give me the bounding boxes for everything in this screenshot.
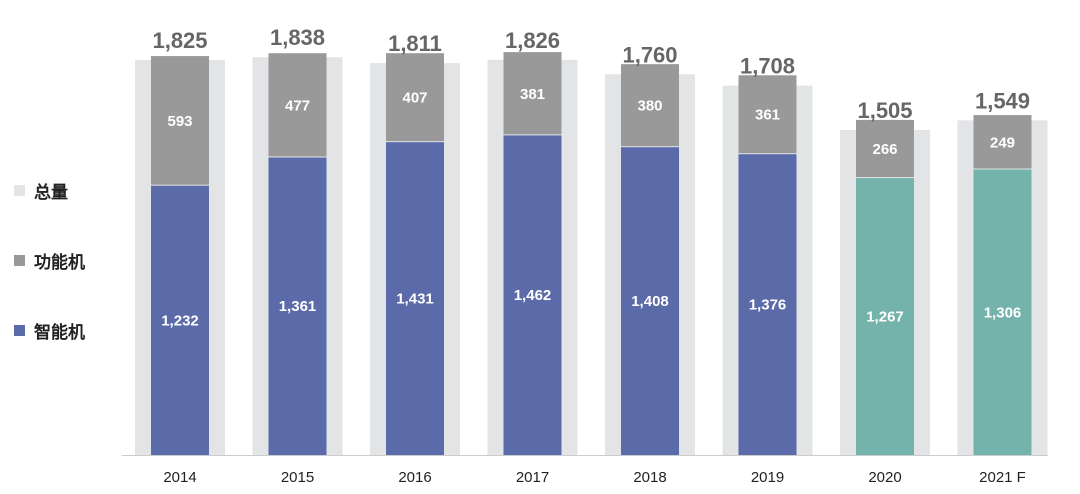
bar-feature-phone xyxy=(386,53,444,142)
legend-item-total: 总量 xyxy=(14,178,68,203)
bar-feature-phone xyxy=(268,53,327,157)
bar-smartphone xyxy=(621,147,679,456)
feature-phone-value-label: 477 xyxy=(285,97,310,114)
x-tick-label: 2018 xyxy=(633,469,666,486)
legend-swatch-smartphone xyxy=(14,325,25,336)
legend-label-smartphone: 智能机 xyxy=(34,323,85,343)
feature-phone-value-label: 381 xyxy=(520,86,545,103)
total-value-label: 1,825 xyxy=(152,28,207,53)
x-tick-label: 2021 F xyxy=(979,469,1026,486)
bar-smartphone xyxy=(973,169,1032,455)
x-tick-label: 2015 xyxy=(281,469,314,486)
legend-item-feature-phone: 功能机 xyxy=(14,248,85,273)
bar-smartphone xyxy=(151,185,209,455)
x-tick-label: 2017 xyxy=(516,469,549,486)
x-tick-label: 2020 xyxy=(868,469,901,486)
feature-phone-value-label: 407 xyxy=(402,90,427,107)
smartphone-value-label: 1,267 xyxy=(866,309,904,326)
legend-swatch-total xyxy=(14,185,25,196)
total-value-label: 1,708 xyxy=(740,54,795,79)
smartphone-value-label: 1,361 xyxy=(279,298,317,315)
bar-feature-phone xyxy=(503,52,562,135)
smartphone-value-label: 1,462 xyxy=(514,287,552,304)
legend-label-feature-phone: 功能机 xyxy=(34,253,85,273)
legend-swatch-feature-phone xyxy=(14,255,25,266)
feature-phone-value-label: 266 xyxy=(872,141,897,158)
total-value-label: 1,505 xyxy=(857,98,912,123)
bar-smartphone xyxy=(268,157,327,455)
total-value-label: 1,826 xyxy=(505,28,560,53)
x-tick-label: 2014 xyxy=(163,469,196,486)
bars-group xyxy=(135,52,1048,456)
feature-phone-value-label: 380 xyxy=(637,98,662,115)
bar-smartphone xyxy=(738,154,797,455)
bar-smartphone xyxy=(386,142,444,455)
legend-item-smartphone: 智能机 xyxy=(14,318,85,343)
labels-group: 1,825 593 1,232 2014 1,838 477 1,361 2015 1,811 4… xyxy=(152,25,1030,486)
bar-feature-phone xyxy=(738,75,797,154)
bar-feature-phone xyxy=(856,119,914,178)
bar-smartphone xyxy=(856,178,914,455)
bar-smartphone xyxy=(503,135,562,455)
bar-feature-phone xyxy=(973,115,1032,169)
feature-phone-value-label: 593 xyxy=(167,113,192,130)
smartphone-value-label: 1,408 xyxy=(631,293,669,310)
smartphone-value-label: 1,306 xyxy=(984,304,1022,321)
total-value-label: 1,760 xyxy=(622,42,677,67)
bar-feature-phone xyxy=(151,56,209,185)
legend-label-total: 总量 xyxy=(34,183,68,203)
smartphone-value-label: 1,431 xyxy=(396,291,434,308)
smartphone-value-label: 1,376 xyxy=(749,297,787,314)
smartphone-value-label: 1,232 xyxy=(161,312,199,329)
total-value-label: 1,811 xyxy=(388,31,442,56)
x-tick-label: 2016 xyxy=(398,469,431,486)
x-tick-label: 2019 xyxy=(751,469,784,486)
feature-phone-value-label: 249 xyxy=(990,134,1015,151)
bar-feature-phone xyxy=(621,64,679,147)
total-value-label: 1,549 xyxy=(975,88,1030,113)
total-value-label: 1,838 xyxy=(270,25,325,50)
feature-phone-value-label: 361 xyxy=(755,107,780,124)
